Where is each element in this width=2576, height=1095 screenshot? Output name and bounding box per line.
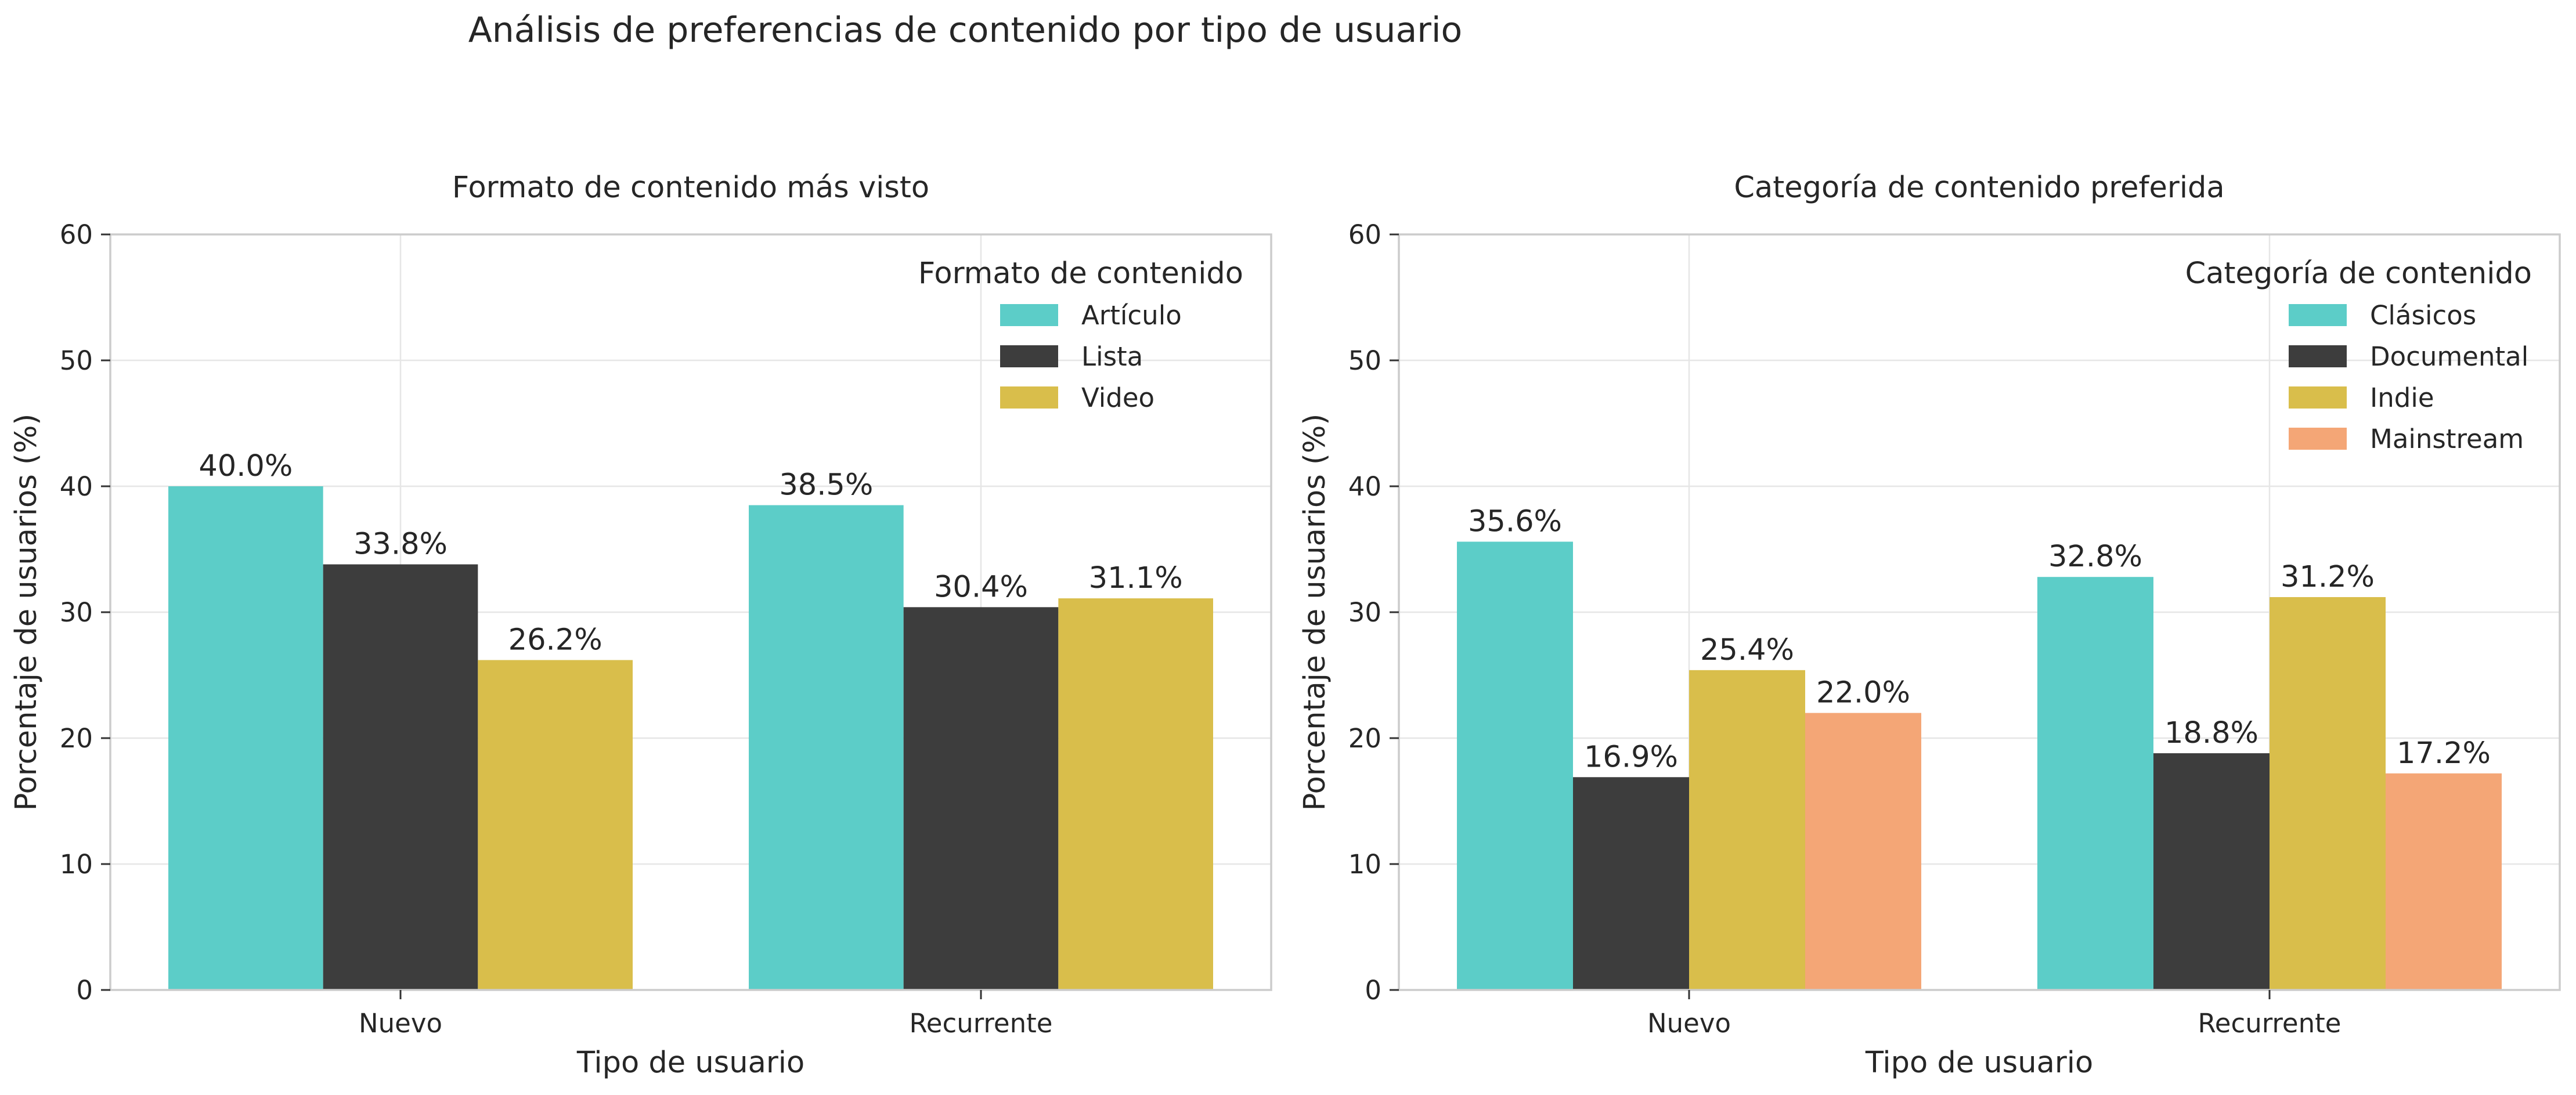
legend-label: Mainstream [2370, 424, 2524, 454]
y-tick-label: 0 [76, 975, 93, 1006]
x-axis-label: Tipo de usuario [576, 1046, 804, 1080]
y-tick-label: 50 [60, 345, 93, 376]
bar-value-label: 32.8% [2048, 540, 2142, 574]
y-tick-label: 50 [1348, 345, 1381, 376]
bar-value-label: 30.4% [934, 570, 1028, 604]
bar-value-label: 35.6% [1468, 504, 1562, 539]
panel-title: Formato de contenido más visto [452, 171, 929, 205]
y-tick-label: 30 [60, 597, 93, 628]
panel-content-format: 40.0% 38.5% 33.8% 30.4% 26.2% 31.1% 0 10 20 30 40 5… [9, 171, 1272, 1080]
bar [1805, 713, 1921, 990]
bar-value-label: 18.8% [2164, 716, 2258, 750]
x-tick-label: Recurrente [2198, 1008, 2342, 1039]
legend-swatch [2289, 428, 2347, 450]
y-tick-label: 40 [1348, 471, 1381, 502]
bar [168, 486, 323, 990]
x-axis-label: Tipo de usuario [1865, 1046, 2093, 1080]
bar [2037, 577, 2153, 990]
legend-title: Formato de contenido [918, 256, 1243, 291]
legend-title: Categoría de contenido [2185, 256, 2532, 291]
panel-content-category: 35.6% 32.8% 16.9% 18.8% 25.4% 31.2% 22.0% 17.2%… [1298, 171, 2561, 1080]
bar [2270, 597, 2386, 990]
y-tick-label: 40 [60, 471, 93, 502]
bar-value-label: 38.5% [779, 468, 873, 503]
bar-value-label: 26.2% [508, 623, 602, 657]
x-tick-label: Recurrente [910, 1008, 1053, 1039]
y-tick-label: 60 [60, 219, 93, 250]
x-tick-label: Nuevo [359, 1008, 442, 1039]
bar [903, 607, 1059, 990]
y-axis-label: Porcentaje de usuarios (%) [9, 414, 44, 811]
bar-value-label: 17.2% [2397, 736, 2491, 771]
bar-value-label: 31.2% [2281, 560, 2375, 594]
bar [2153, 753, 2270, 990]
legend-label: Documental [2370, 341, 2528, 372]
bar [1689, 670, 1805, 990]
panel-title: Categoría de contenido preferida [1734, 171, 2224, 205]
bar-value-label: 40.0% [199, 449, 293, 483]
bar-value-label: 31.1% [1089, 561, 1183, 595]
legend-label: Video [1081, 382, 1154, 413]
legend-swatch [1000, 304, 1058, 326]
y-tick-label: 60 [1348, 219, 1381, 250]
y-tick-label: 10 [60, 849, 93, 880]
x-tick-label: Nuevo [1647, 1008, 1731, 1039]
bar [1457, 541, 1573, 990]
y-tick-label: 30 [1348, 597, 1381, 628]
bar-value-label: 33.8% [353, 527, 448, 562]
legend-label: Clásicos [2370, 300, 2476, 331]
legend-swatch [2289, 345, 2347, 367]
legend-label: Indie [2370, 382, 2434, 413]
bar [2386, 773, 2502, 990]
legend-swatch [2289, 304, 2347, 326]
legend-swatch [2289, 386, 2347, 409]
y-tick-label: 10 [1348, 849, 1381, 880]
legend-swatch [1000, 345, 1058, 367]
y-tick-label: 20 [60, 723, 93, 754]
bar [478, 660, 633, 990]
y-tick-label: 20 [1348, 723, 1381, 754]
y-axis-label: Porcentaje de usuarios (%) [1298, 414, 1332, 811]
legend-label: Artículo [1081, 300, 1182, 331]
bar [323, 564, 478, 990]
figure-title: Análisis de preferencias de contenido po… [468, 10, 1463, 50]
y-tick-label: 0 [1365, 975, 1381, 1006]
bar-value-label: 22.0% [1816, 676, 1910, 710]
bar-value-label: 16.9% [1584, 740, 1678, 774]
legend-swatch [1000, 386, 1058, 409]
bar [1058, 598, 1213, 990]
bar [1573, 777, 1689, 990]
bar-value-label: 25.4% [1700, 633, 1794, 667]
legend-label: Lista [1081, 341, 1143, 372]
bar [749, 505, 904, 990]
